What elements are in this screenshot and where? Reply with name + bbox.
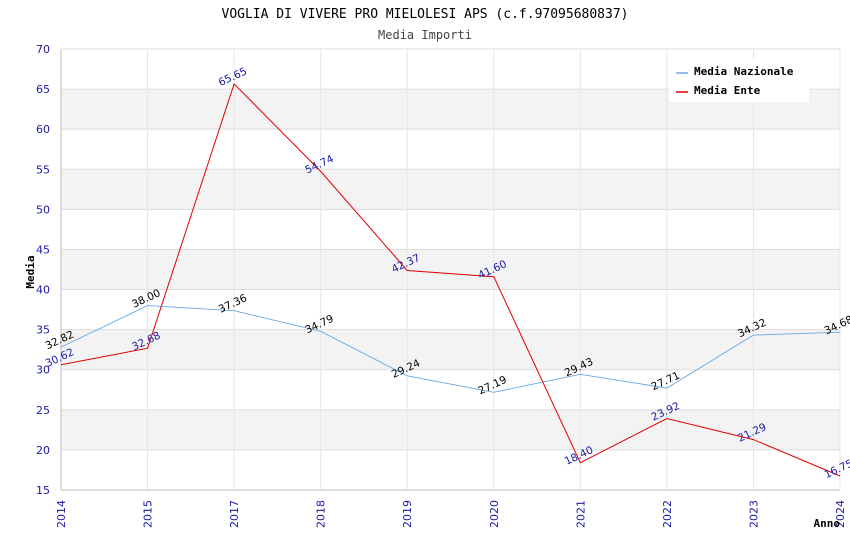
grid-band (61, 329, 840, 370)
x-tick-label: 2021 (574, 500, 587, 528)
series-group (60, 82, 841, 477)
grid-band (61, 289, 840, 330)
grid-bands (61, 49, 840, 490)
y-axis-ticks: 15 20 25 30 35 40 45 50 55 60 65 70 (36, 43, 50, 497)
x-tick-label: 2020 (488, 500, 501, 528)
series-line-media-nazionale (60, 305, 841, 393)
y-tick-label: 45 (36, 243, 50, 256)
x-tick-label: 2014 (55, 500, 68, 528)
axes (60, 49, 840, 491)
y-axis-label: Media (24, 255, 37, 288)
grid-band (61, 369, 840, 410)
y-tick-label: 15 (36, 484, 50, 497)
y-tick-label: 65 (36, 83, 50, 96)
y-tick-label: 70 (36, 43, 50, 56)
x-tick-label: 2022 (661, 500, 674, 528)
x-axis-ticks: 2014 2015 2017 2018 2019 2020 2021 2022 2023 2024 (55, 500, 847, 528)
grid-band (61, 129, 840, 170)
y-tick-label: 20 (36, 444, 50, 457)
x-tick-label: 2015 (142, 500, 155, 528)
y-tick-label: 30 (36, 364, 50, 377)
y-tick-label: 35 (36, 324, 50, 337)
y-tick-label: 55 (36, 163, 50, 176)
grid-lines (60, 48, 841, 491)
legend: Media Nazionale Media Ente (669, 58, 809, 102)
legend-label-media-nazionale: Media Nazionale (694, 65, 794, 78)
grid-band (61, 449, 840, 490)
x-tick-label: 2023 (747, 500, 760, 528)
x-tick-label: 2017 (228, 500, 241, 528)
y-tick-label: 40 (36, 284, 50, 297)
grid-band (61, 409, 840, 450)
grid-band (61, 169, 840, 210)
y-tick-label: 50 (36, 203, 50, 216)
legend-background (669, 58, 809, 102)
series-line-media-ente (60, 82, 841, 477)
x-tick-label: 2024 (834, 500, 847, 528)
grid-band (61, 209, 840, 250)
chart-title: VOGLIA DI VIVERE PRO MIELOLESI APS (c.f.… (222, 7, 629, 22)
x-axis-label: Anno (814, 517, 841, 530)
legend-label-media-ente: Media Ente (694, 84, 761, 97)
x-tick-label: 2019 (401, 500, 414, 528)
y-tick-label: 60 (36, 123, 50, 136)
y-tick-label: 25 (36, 404, 50, 417)
x-tick-label: 2018 (315, 500, 328, 528)
chart-subtitle: Media Importi (378, 28, 472, 42)
grid-band (61, 249, 840, 290)
